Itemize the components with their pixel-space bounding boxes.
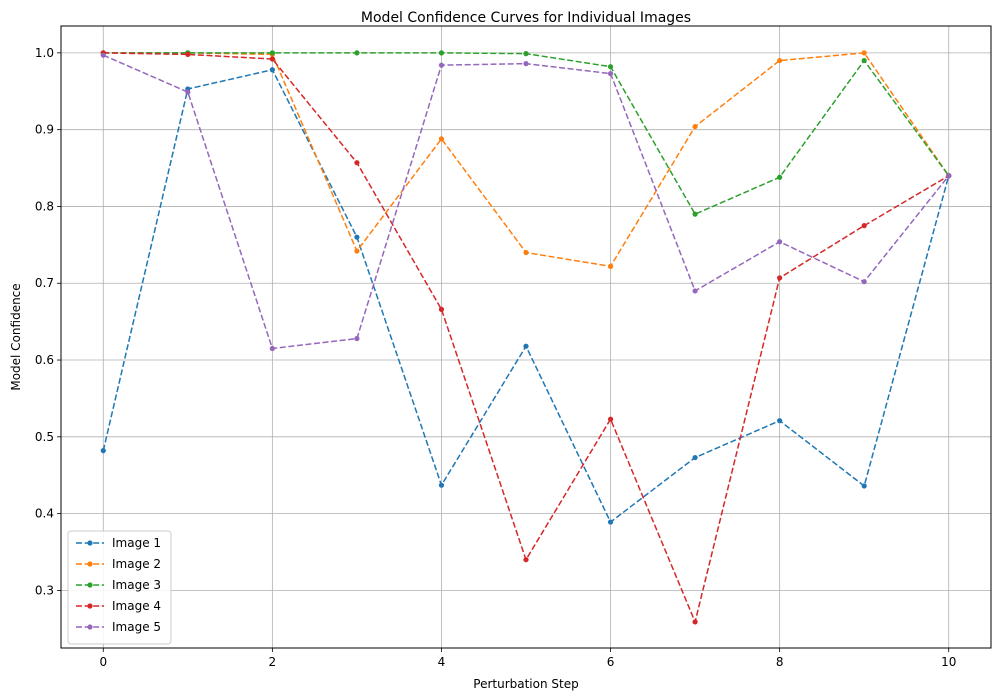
data-point: [861, 279, 867, 285]
legend-item: Image 4: [76, 599, 161, 613]
y-axis-ticks: 0.3 0.4 0.5 0.6 0.7 0.8 0.9 1.0: [35, 46, 61, 597]
data-point: [354, 234, 360, 240]
series-line: [103, 52, 950, 216]
legend-item: Image 2: [76, 557, 161, 571]
chart-title: Model Confidence Curves for Individual I…: [361, 10, 691, 26]
legend-marker: [87, 540, 93, 546]
y-tick-label: 0.5: [35, 430, 54, 444]
legend-item: Image 3: [76, 578, 161, 592]
legend-marker: [87, 561, 93, 567]
y-axis-title: Model Confidence: [9, 283, 23, 390]
y-tick-label: 0.6: [35, 353, 54, 367]
x-tick-label: 10: [941, 655, 956, 669]
data-point: [100, 52, 106, 58]
data-point: [861, 483, 867, 489]
data-point: [692, 619, 698, 625]
data-point: [607, 519, 614, 525]
y-tick-label: 0.7: [35, 276, 54, 290]
y-tick-label: 0.8: [35, 199, 54, 213]
legend-box: [67, 530, 172, 645]
x-tick-label: 0: [99, 655, 107, 669]
data-point: [692, 123, 698, 130]
x-tick-label: 2: [269, 655, 277, 669]
series-4: [100, 50, 952, 625]
x-axis-title: Perturbation Step: [473, 677, 578, 691]
data-point: [692, 288, 698, 294]
legend-marker: [87, 624, 93, 630]
series-2: [100, 50, 952, 269]
data-point: [777, 57, 783, 64]
data-point: [861, 57, 867, 64]
series-layer: [100, 50, 952, 625]
data-point: [607, 416, 614, 422]
data-point: [438, 482, 445, 488]
legend: Image 1 Image 2 Image 3 Image 4 Image 5: [67, 530, 172, 645]
legend-marker: [87, 582, 93, 588]
data-point: [185, 89, 191, 95]
data-point: [607, 71, 614, 77]
data-point: [438, 62, 445, 68]
legend-item: Image 1: [76, 536, 161, 550]
series-line: [102, 54, 950, 350]
data-point: [523, 249, 529, 256]
legend-label: Image 2: [112, 557, 161, 571]
data-point: [777, 174, 783, 180]
data-point: [777, 418, 783, 424]
grid: [61, 26, 991, 648]
data-point: [523, 51, 529, 57]
data-point: [354, 248, 360, 254]
x-axis-ticks: 0 2 4 6 8 10: [99, 648, 956, 669]
data-point: [523, 61, 529, 67]
data-point: [861, 223, 867, 229]
data-point: [100, 448, 106, 454]
data-point: [523, 557, 529, 563]
data-point: [354, 160, 360, 166]
data-point: [692, 211, 698, 217]
x-tick-label: 4: [438, 655, 446, 669]
series-line: [103, 52, 950, 268]
legend-item: Image 5: [76, 620, 161, 634]
data-point: [269, 56, 275, 62]
x-tick-label: 8: [776, 655, 784, 669]
data-point: [523, 343, 529, 349]
y-tick-label: 0.3: [35, 583, 54, 597]
legend-marker: [87, 603, 93, 609]
y-tick-label: 0.9: [35, 123, 54, 137]
data-point: [692, 454, 698, 461]
data-point: [185, 51, 191, 58]
data-point: [777, 275, 783, 281]
x-tick-label: 6: [607, 655, 615, 669]
series-1: [100, 67, 952, 525]
data-point: [269, 50, 275, 56]
y-tick-label: 1.0: [35, 46, 54, 60]
series-line: [102, 68, 950, 524]
data-point: [607, 263, 614, 269]
data-point: [438, 306, 445, 312]
data-point: [946, 173, 952, 179]
data-point: [438, 136, 445, 142]
data-point: [269, 345, 275, 352]
data-point: [861, 50, 867, 56]
legend-label: Image 5: [112, 620, 161, 634]
data-point: [607, 64, 614, 70]
data-point: [269, 67, 275, 73]
data-point: [777, 239, 783, 245]
series-line: [103, 52, 950, 625]
plot-frame: [60, 25, 992, 649]
series-3: [100, 50, 952, 217]
data-point: [438, 50, 445, 56]
data-point: [354, 50, 360, 56]
legend-label: Image 1: [112, 536, 161, 550]
legend-label: Image 3: [112, 578, 161, 592]
y-tick-label: 0.4: [35, 507, 54, 521]
series-5: [100, 52, 952, 352]
legend-label: Image 4: [112, 599, 161, 613]
data-point: [354, 335, 360, 342]
